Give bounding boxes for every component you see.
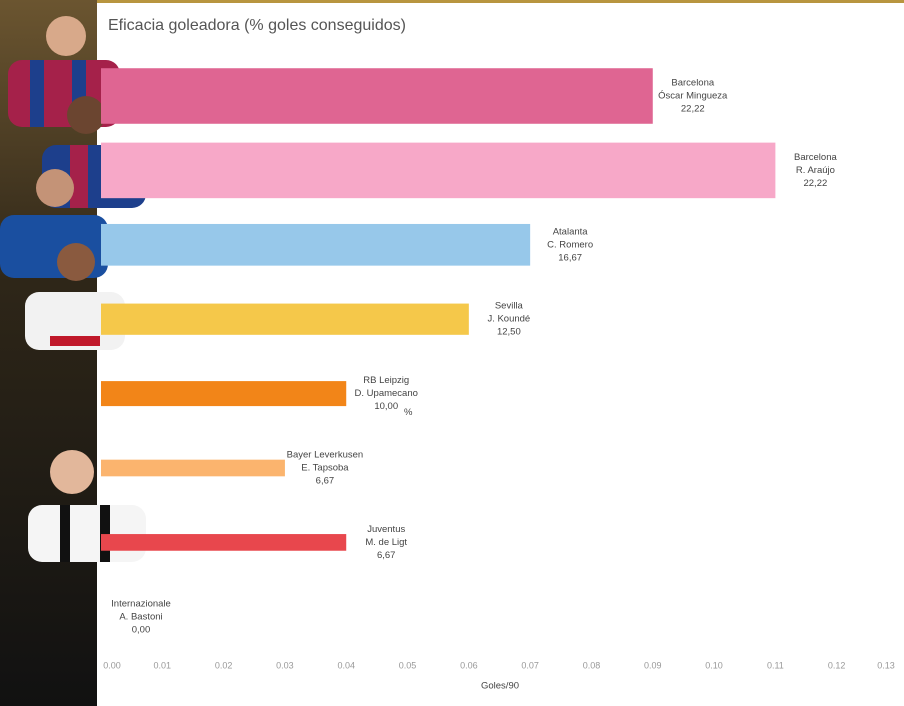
bar	[101, 534, 347, 551]
club-label: Barcelona	[794, 152, 837, 163]
x-axis-title: Goles/90	[481, 681, 519, 692]
club-label: Atalanta	[553, 226, 589, 237]
player-label: J. Koundé	[487, 314, 530, 325]
x-tick-label: 0.01	[154, 660, 172, 670]
x-tick-label: 0.04	[337, 660, 355, 670]
value-label: 22,22	[803, 178, 827, 189]
x-tick-label: 0.11	[767, 660, 784, 670]
chart-title: Eficacia goleadora (% goles conseguidos)	[108, 17, 406, 34]
photo-head	[57, 243, 95, 281]
top-border	[97, 0, 904, 3]
photo-sponsor	[50, 336, 100, 346]
bar	[101, 303, 469, 335]
club-label: Bayer Leverkusen	[287, 450, 364, 461]
player-label: D. Upamecano	[355, 388, 418, 399]
photo-head	[67, 96, 105, 134]
x-tick-label: 0.09	[644, 660, 662, 670]
value-label: 16,67	[558, 252, 582, 263]
player-label: M. de Ligt	[365, 537, 407, 548]
x-tick-label: 0.02	[215, 660, 233, 670]
photo-stripe	[30, 60, 44, 127]
player-label: A. Bastoni	[119, 611, 162, 622]
x-tick-label: 0.03	[276, 660, 294, 670]
bar	[101, 459, 285, 477]
x-tick-label: 0.07	[521, 660, 539, 670]
bar	[101, 68, 653, 124]
photo-stripe	[60, 505, 70, 562]
x-tick-label: 0.06	[460, 660, 478, 670]
club-label: Barcelona	[671, 78, 714, 89]
x-tick-label: 0.12	[828, 660, 846, 670]
photo-stripe	[100, 505, 110, 562]
photo-shirt	[28, 505, 146, 562]
value-label: 0,00	[132, 624, 151, 635]
value-label: 6,67	[377, 550, 396, 561]
photo-stripe	[70, 145, 88, 208]
photo-head	[50, 450, 94, 494]
photo-head	[46, 16, 86, 56]
bar	[101, 381, 347, 407]
player-label: Óscar Mingueza	[658, 91, 728, 102]
club-label: Sevilla	[495, 301, 524, 312]
player-label: E. Tapsoba	[301, 463, 349, 474]
bar	[101, 142, 776, 199]
club-label: Internazionale	[111, 598, 171, 609]
x-tick-label: 0.05	[399, 660, 417, 670]
x-tick-label: 0.13	[877, 660, 895, 670]
bar	[101, 223, 531, 266]
club-label: RB Leipzig	[363, 375, 409, 386]
player-label: R. Araújo	[796, 165, 835, 176]
value-label: 22,22	[681, 104, 705, 115]
value-label: 12,50	[497, 327, 521, 338]
x-tick-label: 0.00	[103, 660, 121, 670]
unit-label: %	[404, 407, 413, 418]
x-tick-label: 0.10	[705, 660, 723, 670]
value-label: 10,00	[374, 401, 398, 412]
player-label: C. Romero	[547, 239, 593, 250]
club-label: Juventus	[367, 524, 405, 535]
photo-head	[36, 169, 74, 207]
photo-shirt	[25, 292, 125, 350]
x-tick-label: 0.08	[583, 660, 601, 670]
value-label: 6,67	[316, 476, 335, 487]
